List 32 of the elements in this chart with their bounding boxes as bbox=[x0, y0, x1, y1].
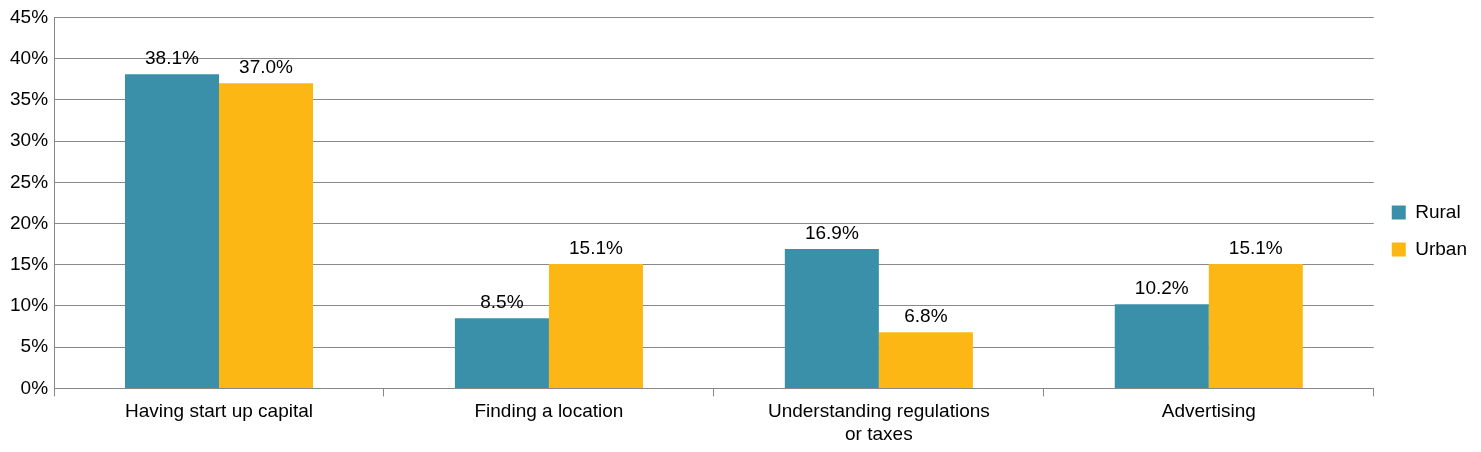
legend-label: Urban bbox=[1415, 237, 1467, 259]
y-tick-label: 10% bbox=[10, 294, 49, 316]
data-label: 6.8% bbox=[904, 305, 948, 327]
y-tick-label: 30% bbox=[10, 129, 49, 151]
bar bbox=[784, 249, 879, 388]
x-tick-label: Finding a location bbox=[474, 400, 624, 422]
y-tick-label: 40% bbox=[10, 46, 49, 68]
y-tick-label: 0% bbox=[20, 376, 49, 398]
data-label: 15.1% bbox=[1228, 236, 1283, 258]
data-label: 15.1% bbox=[569, 236, 623, 258]
x-tick-label: Advertising bbox=[1161, 400, 1256, 422]
bar bbox=[218, 83, 314, 388]
y-tick-label: 25% bbox=[10, 170, 49, 192]
bar bbox=[454, 318, 549, 388]
bar bbox=[1114, 304, 1209, 388]
x-tick-label: Understanding regulations or taxes bbox=[767, 400, 990, 444]
y-tick-label: 15% bbox=[10, 252, 49, 274]
y-tick-label: 20% bbox=[10, 211, 49, 233]
data-label: 37.0% bbox=[239, 56, 294, 78]
bar bbox=[1208, 263, 1303, 388]
bar bbox=[878, 332, 973, 388]
bar bbox=[124, 74, 219, 388]
y-tick-label: 45% bbox=[10, 5, 49, 27]
data-label: 16.9% bbox=[804, 221, 859, 243]
legend-label: Rural bbox=[1415, 200, 1461, 222]
data-label: 38.1% bbox=[145, 47, 200, 69]
data-label: 8.5% bbox=[480, 291, 524, 313]
bar bbox=[548, 263, 643, 388]
x-tick-label: Having start up capital bbox=[124, 400, 313, 422]
data-label: 10.2% bbox=[1134, 277, 1189, 299]
y-tick-label: 35% bbox=[10, 88, 49, 110]
y-tick-label: 5% bbox=[20, 335, 49, 357]
